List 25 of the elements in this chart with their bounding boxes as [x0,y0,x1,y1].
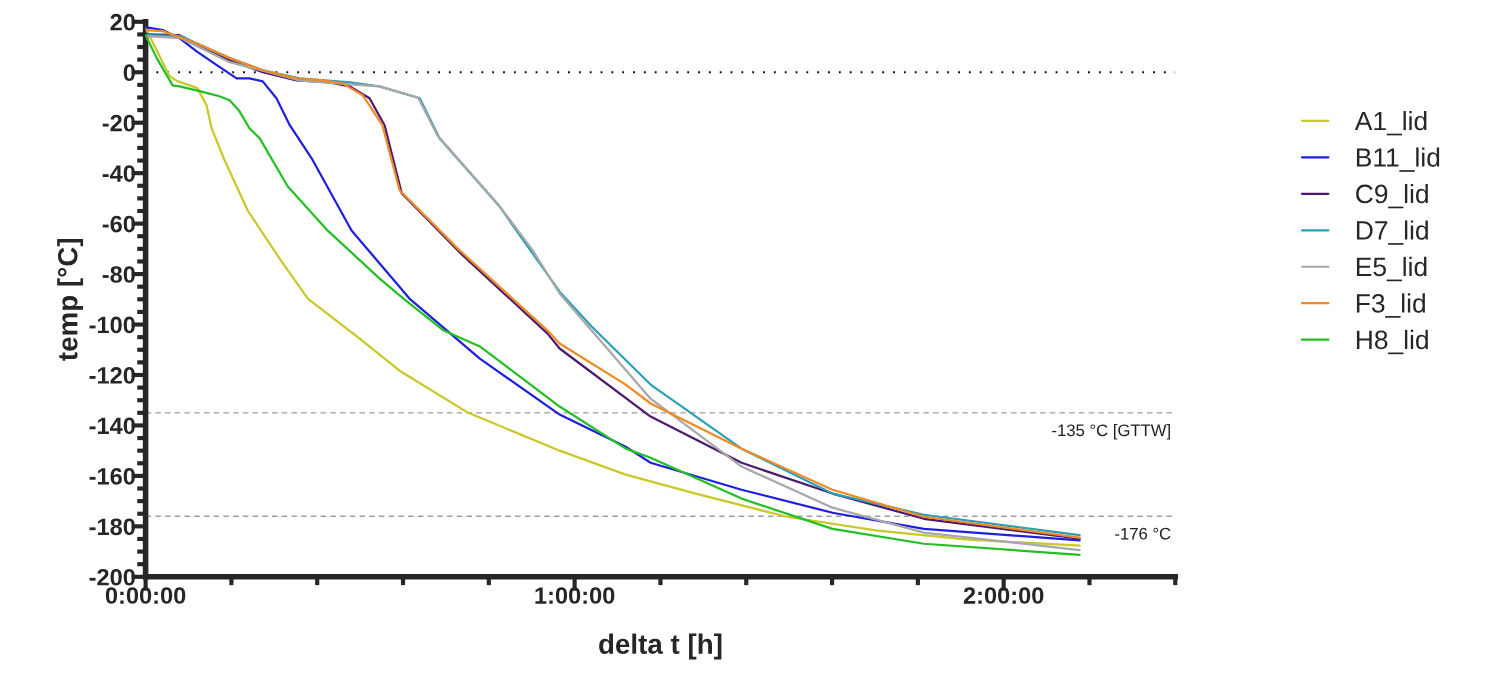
x-tick-label: 1:00:00 [535,587,615,604]
legend-label: C9_lid [1356,183,1428,209]
y-tick-label: -120 [89,367,135,384]
legend-label: F3_lid [1356,293,1425,318]
y-tick-label: -200 [89,568,135,586]
y-tick-label: -100 [89,316,135,334]
y-tick-label: -160 [89,467,135,485]
y-tick-label: -60 [102,215,135,233]
legend-label: D7_lid [1356,220,1428,245]
ref-line-label: -176 °C [1115,527,1171,540]
y-axis-title: temp [°C] [57,238,84,361]
legend-label: A1_lid [1354,110,1427,136]
legend-label: E5_lid [1356,256,1427,282]
y-tick-label: -80 [102,266,135,283]
x-tick-label: 2:00:00 [963,587,1044,604]
y-tick-label: 20 [110,13,135,31]
y-tick-label: -180 [89,518,135,536]
ref-line-label: -135 °C [GTTW] [1052,423,1170,440]
x-tick-label: 0:00:00 [105,587,186,604]
legend-label: B11_lid [1356,147,1440,172]
x-axis-title: delta t [h] [599,633,722,660]
y-tick-label: -20 [102,114,135,132]
y-tick-label: -40 [102,165,135,182]
legend-label: H8_lid [1356,329,1428,355]
y-tick-label: -140 [89,417,135,435]
